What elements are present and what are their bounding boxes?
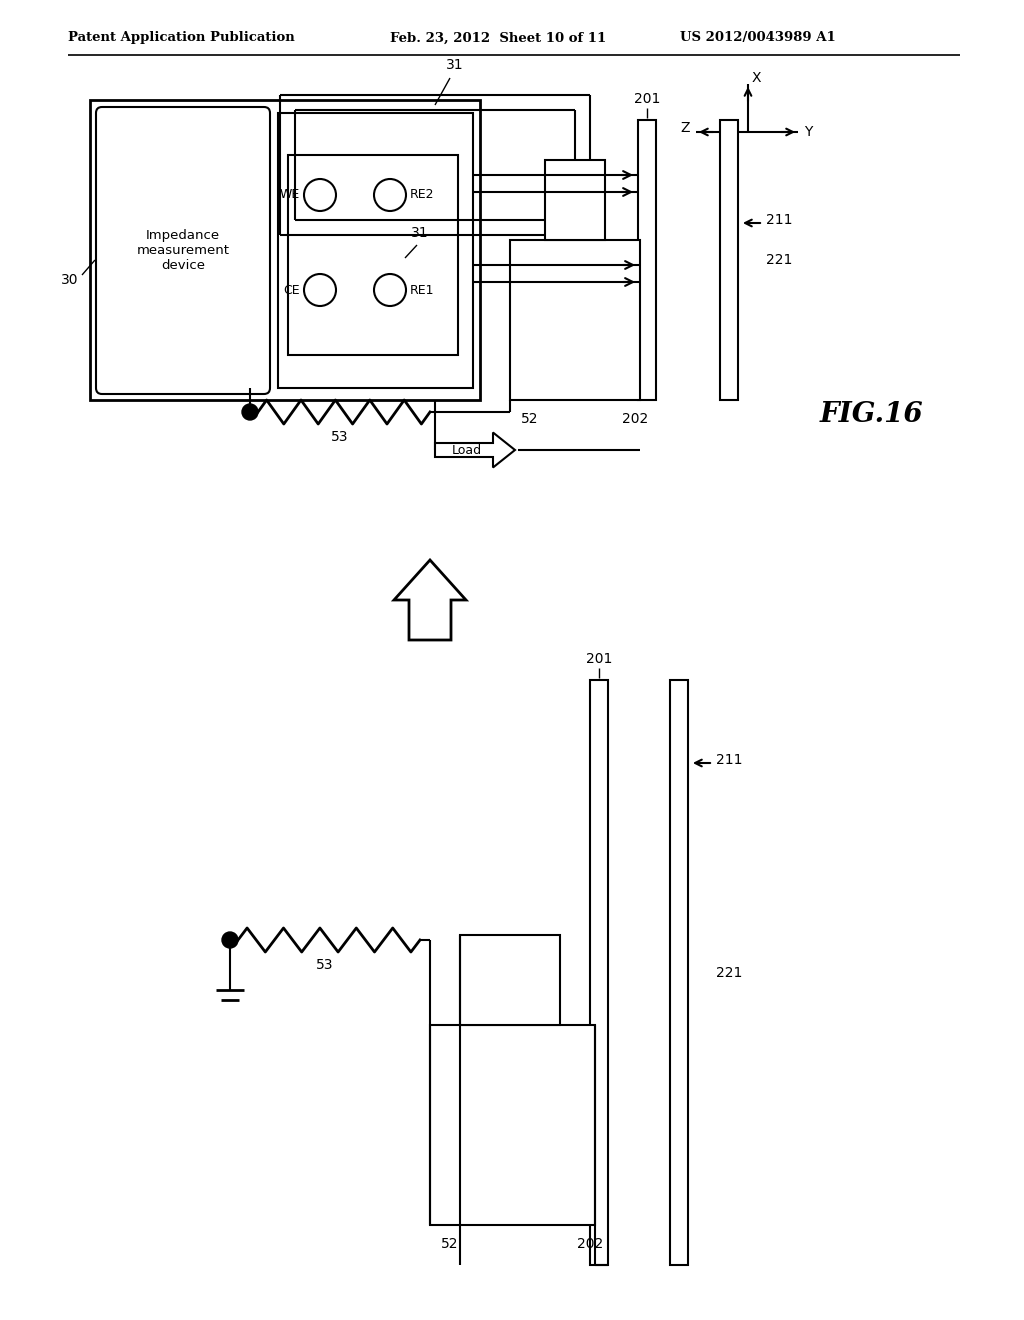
FancyArrow shape bbox=[435, 433, 515, 467]
Text: 201: 201 bbox=[586, 652, 612, 667]
Bar bbox=[545, 160, 605, 240]
Text: RE2: RE2 bbox=[410, 189, 434, 202]
Text: Patent Application Publication: Patent Application Publication bbox=[68, 32, 295, 45]
Bar bbox=[288, 154, 458, 355]
Text: Y: Y bbox=[804, 125, 812, 139]
Bar bbox=[90, 100, 480, 400]
Bar bbox=[278, 114, 473, 388]
Text: FIG.16: FIG.16 bbox=[820, 401, 924, 428]
Text: CE: CE bbox=[284, 284, 300, 297]
Bar bbox=[670, 680, 688, 1265]
Text: 52: 52 bbox=[441, 1237, 459, 1251]
Text: X: X bbox=[752, 71, 762, 84]
Text: WE: WE bbox=[280, 189, 300, 202]
Text: Z: Z bbox=[681, 121, 690, 135]
Bar bbox=[590, 680, 608, 1265]
Text: Impedance
measurement
device: Impedance measurement device bbox=[136, 228, 229, 272]
Text: Feb. 23, 2012  Sheet 10 of 11: Feb. 23, 2012 Sheet 10 of 11 bbox=[390, 32, 606, 45]
Text: 202: 202 bbox=[577, 1237, 603, 1251]
Text: 53: 53 bbox=[316, 958, 334, 972]
Text: 30: 30 bbox=[60, 273, 78, 286]
Bar bbox=[430, 1026, 595, 1225]
Text: 221: 221 bbox=[716, 966, 742, 979]
Bar bbox=[720, 120, 738, 400]
Text: 211: 211 bbox=[716, 752, 742, 767]
Text: Load: Load bbox=[452, 444, 482, 457]
Text: 31: 31 bbox=[412, 226, 429, 240]
Text: US 2012/0043989 A1: US 2012/0043989 A1 bbox=[680, 32, 836, 45]
Text: 31: 31 bbox=[446, 58, 464, 73]
Text: 202: 202 bbox=[622, 412, 648, 426]
FancyBboxPatch shape bbox=[96, 107, 270, 393]
Text: RE1: RE1 bbox=[410, 284, 434, 297]
Bar bbox=[510, 240, 640, 400]
Text: 201: 201 bbox=[634, 92, 660, 106]
Text: 211: 211 bbox=[766, 213, 793, 227]
Circle shape bbox=[374, 180, 406, 211]
Text: 221: 221 bbox=[766, 253, 793, 267]
Circle shape bbox=[374, 275, 406, 306]
FancyArrow shape bbox=[394, 560, 466, 640]
Circle shape bbox=[304, 275, 336, 306]
Bar bbox=[638, 120, 656, 400]
Text: 52: 52 bbox=[521, 412, 539, 426]
Circle shape bbox=[242, 404, 258, 420]
Circle shape bbox=[222, 932, 238, 948]
Circle shape bbox=[304, 180, 336, 211]
Bar bbox=[460, 935, 560, 1026]
Text: 53: 53 bbox=[331, 430, 349, 444]
